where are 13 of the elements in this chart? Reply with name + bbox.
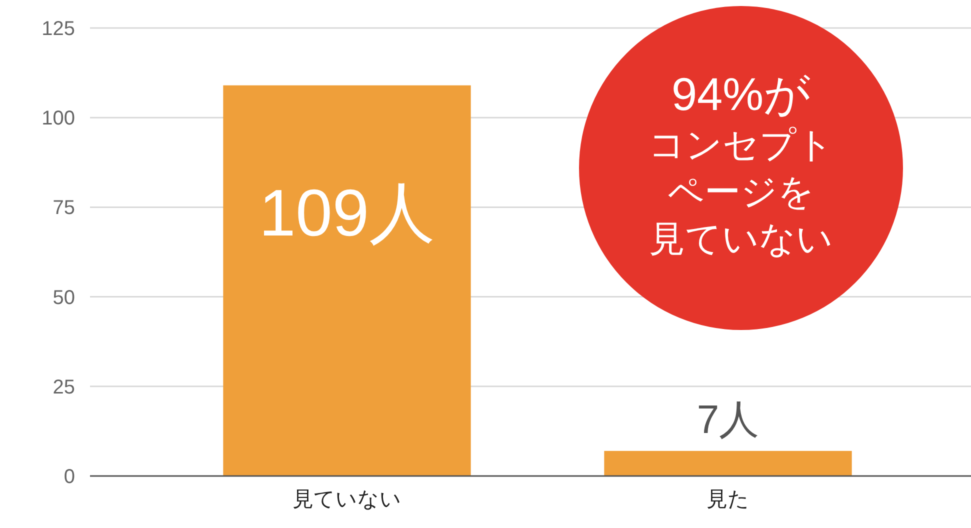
x-tick-label: 見た [706,488,750,511]
y-tick-label: 125 [42,18,75,40]
y-tick-label: 0 [64,466,75,488]
annotation: 見ていない [649,218,833,259]
y-tick-label: 50 [52,286,75,309]
annotation: コンセプト [648,124,834,165]
y-tick-label: 75 [52,197,75,220]
y-tick-label: 100 [42,108,75,130]
data-label: 7人 [696,398,760,442]
annotation: ページを [668,171,814,212]
data-label: 109人 [258,175,436,250]
annotation: 94%が [671,68,811,120]
y-tick-label: 25 [52,376,75,398]
